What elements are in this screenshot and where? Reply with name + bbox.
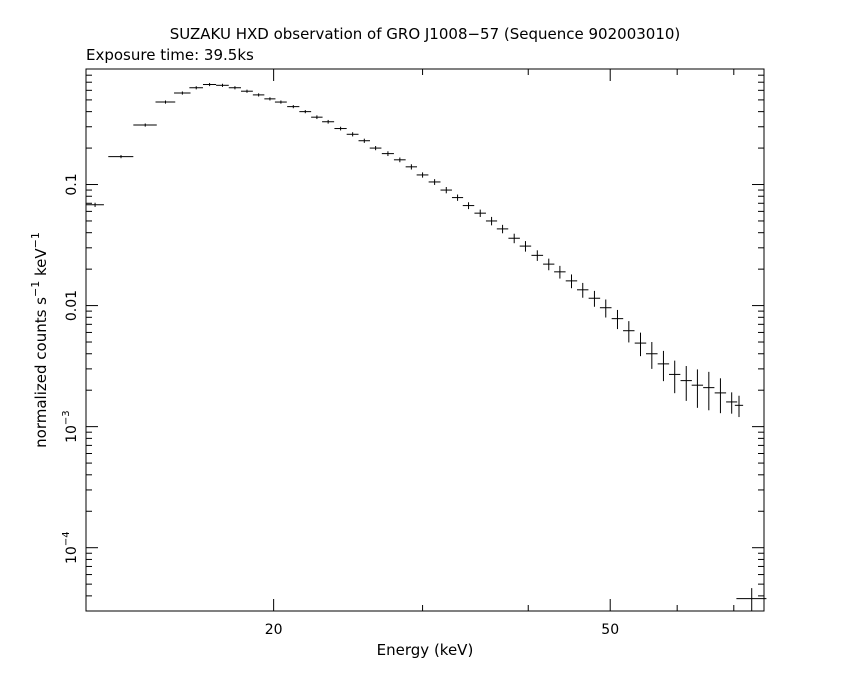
x-axis-ticks: 20 50	[265, 69, 735, 638]
y-tick-label-exp: −4	[61, 531, 72, 546]
data-point	[358, 138, 371, 143]
data-point	[174, 91, 191, 95]
data-point	[634, 332, 647, 357]
x-axis-label: Energy (keV)	[377, 641, 474, 659]
data-point	[646, 342, 658, 369]
data-point	[726, 392, 738, 414]
data-point	[554, 265, 566, 279]
x-tick-label: 50	[601, 622, 619, 638]
data-point	[657, 350, 670, 382]
y-axis-label-main: normalized counts s	[32, 297, 50, 448]
data-point	[451, 194, 464, 201]
data-point	[133, 123, 157, 127]
y-tick-label: 0.1	[64, 173, 80, 195]
data-point	[496, 224, 509, 234]
data-point	[734, 395, 744, 418]
y-tick-label-exp: −3	[61, 410, 72, 425]
data-point	[155, 100, 176, 104]
y-axis-label: normalized counts s−1 keV−1	[29, 232, 50, 448]
data-point	[531, 250, 544, 261]
data-point	[508, 233, 520, 244]
data-point	[577, 282, 589, 298]
data-points	[86, 82, 767, 611]
data-point	[599, 299, 612, 318]
data-point	[252, 93, 265, 97]
data-point	[462, 202, 475, 210]
data-point	[405, 164, 418, 170]
y-tick-label: 10−4	[61, 531, 80, 564]
data-point	[428, 179, 441, 185]
data-point	[543, 258, 555, 271]
y-tick-label: 10−3	[61, 410, 80, 443]
data-point	[565, 274, 578, 289]
plot-frame	[85, 68, 765, 612]
data-point	[334, 126, 347, 131]
data-point	[108, 155, 134, 159]
y-axis-label-exp2: −1	[29, 232, 42, 248]
y-tick-label-base: 10	[64, 546, 80, 564]
y-tick-label: 0.01	[64, 290, 80, 321]
data-point	[216, 83, 229, 87]
data-point	[322, 119, 335, 124]
x-tick-label: 20	[265, 622, 283, 638]
data-point	[228, 86, 242, 90]
data-point	[440, 186, 452, 194]
data-point	[393, 157, 406, 163]
data-point	[274, 100, 287, 104]
data-point	[369, 146, 382, 151]
data-point	[714, 378, 727, 414]
data-point	[241, 89, 253, 93]
y-tick-label-base: 10	[64, 425, 80, 443]
chart-title: SUZAKU HXD observation of GRO J1008−57 (…	[170, 25, 681, 43]
data-point	[381, 151, 394, 157]
data-point	[416, 172, 429, 178]
data-point	[346, 132, 359, 137]
y-axis-ticks: 10−410−30.010.1	[61, 68, 764, 612]
data-point	[311, 115, 323, 120]
data-point	[202, 82, 217, 87]
data-point	[264, 97, 276, 101]
data-point	[623, 321, 635, 343]
data-point	[680, 366, 692, 401]
data-point	[588, 290, 601, 307]
data-point	[287, 105, 300, 109]
data-point	[611, 309, 624, 330]
data-point	[474, 209, 486, 217]
data-point	[189, 86, 203, 90]
chart-subtitle: Exposure time: 39.5ks	[86, 46, 254, 64]
data-point	[86, 202, 104, 207]
data-point	[691, 369, 704, 408]
data-point	[703, 371, 715, 411]
data-point	[485, 216, 498, 226]
data-point	[668, 360, 681, 394]
data-point	[299, 110, 312, 114]
y-axis-label-exp1: −1	[29, 281, 42, 297]
y-axis-label-mid: keV	[32, 248, 50, 281]
data-point	[519, 241, 532, 252]
data-point	[736, 588, 767, 611]
